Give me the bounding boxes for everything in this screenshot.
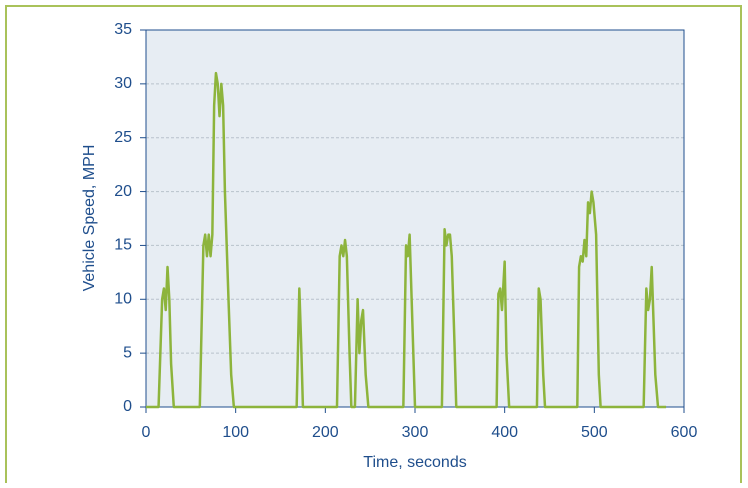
x-tick-label: 600 xyxy=(671,424,698,441)
x-tick-label: 0 xyxy=(142,424,151,441)
x-tick-label: 200 xyxy=(312,424,339,441)
y-tick-label: 10 xyxy=(114,291,132,308)
y-tick-label: 15 xyxy=(114,237,132,254)
frame xyxy=(5,5,742,488)
y-tick-label: 0 xyxy=(123,398,132,415)
x-tick-label: 100 xyxy=(222,424,249,441)
y-axis-label: Vehicle Speed, MPH xyxy=(81,145,98,292)
series-line xyxy=(146,71,667,409)
y-tick-label: 5 xyxy=(123,344,132,361)
y-tick-label: 25 xyxy=(114,129,132,146)
x-tick-label: 300 xyxy=(402,424,429,441)
y-tick-label: 30 xyxy=(114,75,132,92)
x-tick-label: 400 xyxy=(491,424,518,441)
x-axis-label: Time, seconds xyxy=(363,454,466,471)
y-tick-label: 35 xyxy=(114,21,132,38)
x-tick-label: 500 xyxy=(581,424,608,441)
y-tick-label: 20 xyxy=(114,183,132,200)
